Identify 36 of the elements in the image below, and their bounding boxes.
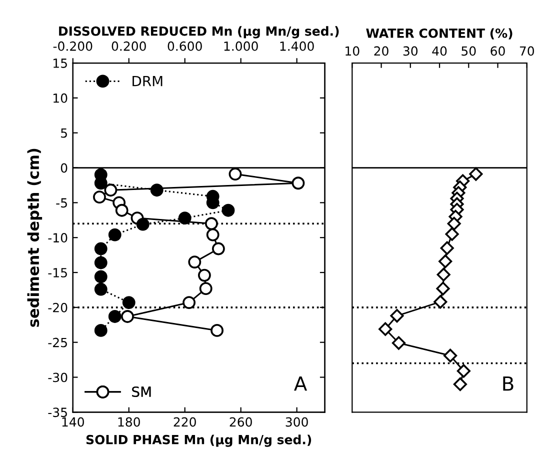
x2-tick-label: 0.200 xyxy=(112,41,146,51)
y-tick-label: -5 xyxy=(56,198,67,208)
y-tick-label: -35 xyxy=(48,408,67,418)
y-tick-label: -20 xyxy=(48,302,68,312)
legend-label: SM xyxy=(132,386,151,397)
x-tick-label: 50 xyxy=(462,46,476,56)
x2-tick-label: 1.400 xyxy=(280,41,314,51)
annotation: B xyxy=(503,376,514,391)
x-tick-label: 60 xyxy=(490,46,505,56)
x-tick-label: 300 xyxy=(286,417,308,427)
x2-tick-label: -0.200 xyxy=(53,41,92,51)
y-tick-label: 0 xyxy=(60,163,68,173)
x-tick-label: 20 xyxy=(374,46,388,56)
x2-tick-label: 1.000 xyxy=(224,41,258,51)
x-tick-label: 30 xyxy=(403,46,418,56)
y-tick-label: -25 xyxy=(48,338,67,348)
y-axis-title: sediment depth (cm) xyxy=(27,148,42,327)
legend-label: DRM xyxy=(132,76,162,86)
x-tick-label: 220 xyxy=(174,417,196,427)
x-axis-title: SOLID PHASE Mn (µg Mn/g sed.) xyxy=(86,434,312,447)
x-tick-label: 10 xyxy=(346,46,360,56)
x2-tick-label: 0.600 xyxy=(168,41,202,51)
y-tick-label: -30 xyxy=(48,372,68,382)
y-tick-label: 15 xyxy=(54,58,67,68)
x-tick-label: 40 xyxy=(432,46,447,56)
x-tick-label: 140 xyxy=(62,417,84,427)
x-tick-label: 180 xyxy=(118,417,140,427)
y-tick-label: 10 xyxy=(54,93,68,103)
annotation: A xyxy=(294,376,308,391)
y-tick-label: 5 xyxy=(61,128,67,138)
x2-axis-title: DISSOLVED REDUCED Mn (µg Mn/g sed.) xyxy=(59,26,339,38)
y-tick-label: -10 xyxy=(48,233,68,243)
y-tick-label: -15 xyxy=(48,268,67,278)
x-axis-title: WATER CONTENT (%) xyxy=(366,28,512,40)
x-tick-label: 260 xyxy=(230,417,252,427)
x-tick-label: 70 xyxy=(520,46,534,56)
